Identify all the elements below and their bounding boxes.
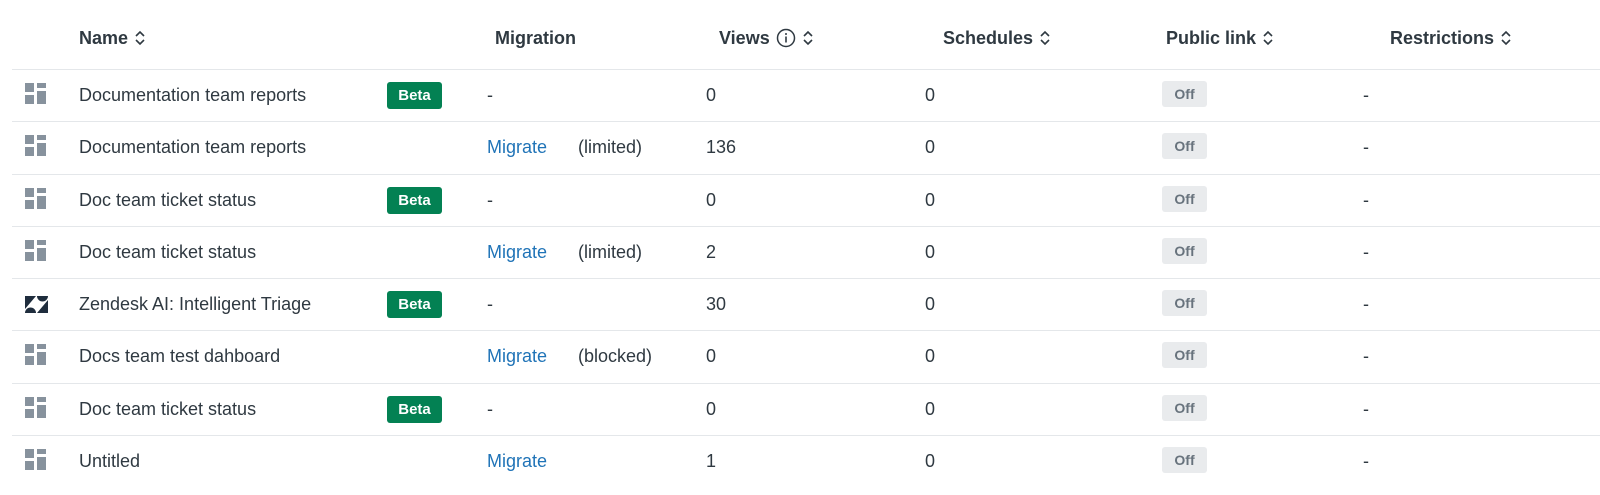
restrictions-value: - (1363, 346, 1369, 367)
migration-value: - (487, 398, 493, 419)
beta-badge: Beta (387, 82, 442, 110)
row-divider (12, 382, 1600, 384)
sort-icon (1040, 30, 1050, 46)
header-label: Name (79, 27, 129, 48)
restrictions-value: - (1363, 241, 1369, 262)
restrictions-value: - (1363, 189, 1369, 210)
public-link-badge: Off (1162, 133, 1207, 160)
migration-value: - (487, 189, 493, 210)
dashboard-name[interactable]: Doc team ticket status (79, 398, 257, 419)
schedules-count: 0 (925, 294, 936, 315)
dashboard-icon (25, 344, 46, 366)
views-count: 0 (706, 189, 717, 210)
row-icon (25, 187, 49, 217)
header-label: Schedules (943, 27, 1034, 48)
sort-icon (1263, 30, 1273, 46)
dashboard-name[interactable]: Documentation team reports (79, 137, 307, 158)
beta-badge: Beta (387, 291, 442, 319)
restrictions-value: - (1363, 398, 1369, 419)
row-divider (12, 173, 1600, 175)
dashboard-icon (25, 83, 46, 105)
row-divider (12, 278, 1600, 279)
migrate-link[interactable]: Migrate (487, 241, 548, 262)
info-icon (776, 28, 795, 48)
dashboard-name[interactable]: Doc team ticket status (79, 189, 257, 210)
schedules-count: 0 (925, 189, 936, 210)
row-icon (25, 292, 49, 321)
row-divider (12, 225, 1600, 227)
dashboard-icon (25, 187, 46, 209)
schedules-count: 0 (925, 241, 936, 262)
dashboard-name[interactable]: Docs team test dahboard (79, 346, 281, 367)
schedules-count: 0 (925, 85, 936, 106)
sort-icon (1501, 30, 1511, 46)
migration-value: - (487, 294, 493, 315)
dashboard-name[interactable]: Documentation team reports (79, 85, 307, 106)
dashboard-name[interactable]: Untitled (79, 450, 141, 471)
column-header[interactable]: Schedules (943, 26, 1051, 50)
dashboard-icon (25, 135, 46, 157)
row-icon (25, 83, 49, 112)
views-count: 1 (706, 450, 717, 471)
row-divider (12, 69, 1600, 70)
public-link-badge: Off (1162, 446, 1207, 473)
restrictions-value: - (1363, 294, 1369, 315)
dashboard-name[interactable]: Zendesk AI: Intelligent Triage (79, 294, 312, 315)
row-divider (12, 330, 1600, 332)
sort-icon (135, 30, 145, 46)
migrate-link[interactable]: Migrate (487, 137, 548, 158)
sort-icon (803, 30, 813, 46)
row-divider (12, 121, 1600, 123)
public-link-badge: Off (1162, 185, 1207, 212)
migrate-link[interactable]: Migrate (487, 450, 548, 471)
header-label: Views (719, 27, 770, 48)
restrictions-value: - (1363, 137, 1369, 158)
migration-status: (limited) (578, 137, 643, 158)
schedules-count: 0 (925, 137, 936, 158)
row-icon (25, 135, 49, 164)
public-link-badge: Off (1162, 394, 1207, 421)
row-icon (25, 344, 49, 373)
restrictions-value: - (1363, 450, 1369, 471)
views-count: 2 (706, 241, 717, 262)
migration-value: - (487, 85, 493, 106)
views-count: 30 (706, 294, 727, 315)
column-header[interactable]: Name (79, 26, 146, 50)
schedules-count: 0 (925, 450, 936, 471)
migration-status: (blocked) (578, 346, 653, 367)
dashboard-name[interactable]: Doc team ticket status (79, 241, 257, 262)
column-header: Migration (495, 26, 576, 50)
dashboard-icon (25, 396, 46, 418)
migration-status: (limited) (578, 241, 643, 262)
beta-badge: Beta (387, 186, 442, 214)
views-count: 136 (706, 137, 737, 158)
views-count: 0 (706, 346, 717, 367)
views-count: 0 (706, 85, 717, 106)
schedules-count: 0 (925, 346, 936, 367)
row-icon (25, 448, 49, 478)
views-count: 0 (706, 398, 717, 419)
public-link-badge: Off (1162, 81, 1207, 108)
header-label: Restrictions (1390, 27, 1495, 48)
row-divider (12, 434, 1600, 436)
column-header[interactable]: Public link (1166, 26, 1274, 50)
column-header[interactable]: Views (719, 26, 814, 50)
dashboard-icon (25, 448, 46, 470)
migrate-link[interactable]: Migrate (487, 346, 548, 367)
restrictions-value: - (1363, 85, 1369, 106)
public-link-badge: Off (1162, 290, 1207, 317)
header-label: Public link (1166, 27, 1257, 48)
row-icon (25, 396, 49, 426)
schedules-count: 0 (925, 398, 936, 419)
dashboard-icon (25, 296, 48, 314)
row-icon (25, 239, 49, 269)
public-link-badge: Off (1162, 342, 1207, 369)
header-label: Migration (495, 27, 576, 48)
column-header[interactable]: Restrictions (1390, 26, 1512, 50)
public-link-badge: Off (1162, 237, 1207, 264)
beta-badge: Beta (387, 395, 442, 423)
dashboard-icon (25, 239, 46, 261)
